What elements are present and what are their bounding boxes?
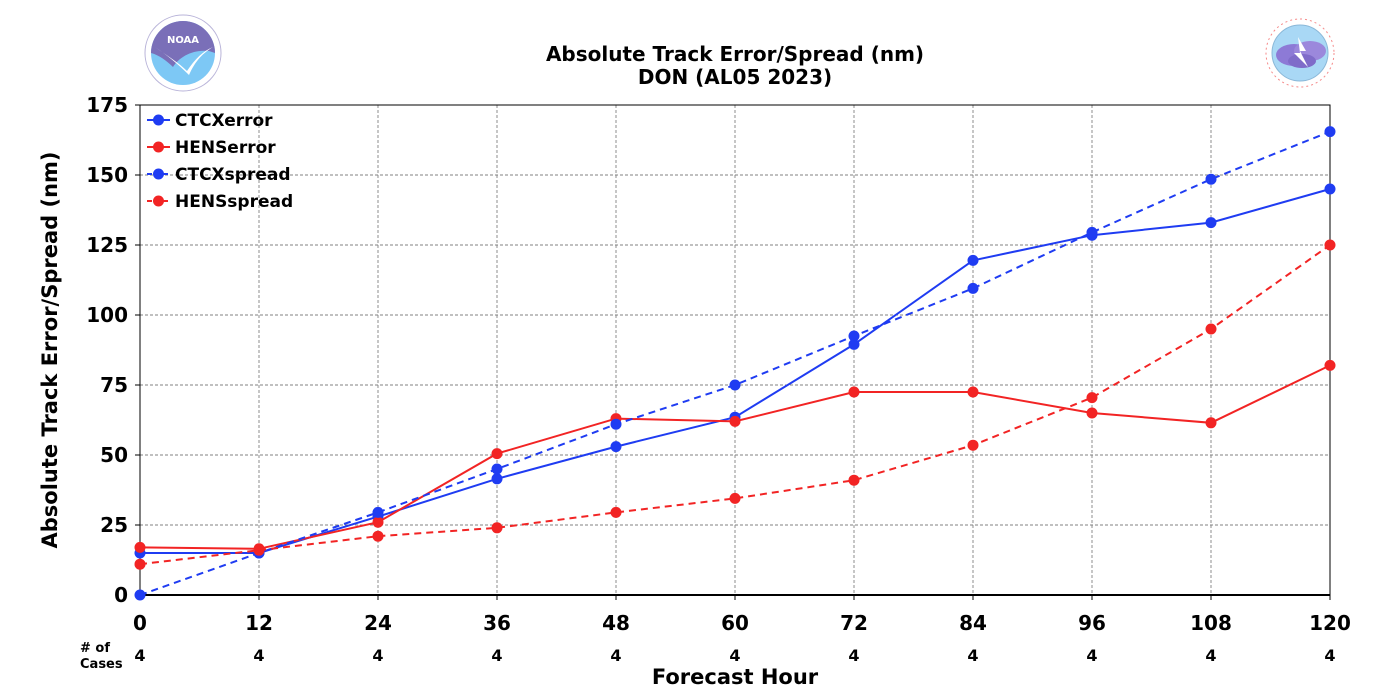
cases-label-line1: # of <box>80 641 110 656</box>
data-point-HENSerror <box>848 386 860 398</box>
y-tick-label: 125 <box>86 233 128 257</box>
data-point-HENSerror <box>372 516 384 528</box>
case-count: 4 <box>253 646 264 665</box>
data-point-HENSerror <box>134 541 146 553</box>
x-tick-label: 48 <box>602 611 630 635</box>
y-tick-label: 100 <box>86 303 128 327</box>
data-point-HENSspread <box>848 474 860 486</box>
data-point-HENSspread <box>1086 392 1098 404</box>
legend-label-HENSspread: HENSspread <box>175 192 293 212</box>
chart-title-line2: DON (AL05 2023) <box>638 65 832 89</box>
data-point-HENSspread <box>1205 323 1217 335</box>
legend-marker-CTCXspread <box>153 168 164 180</box>
data-point-HENSspread <box>372 530 384 542</box>
case-count: 4 <box>491 646 502 665</box>
x-tick-label: 0 <box>133 611 147 635</box>
data-point-HENSspread <box>491 522 503 534</box>
data-point-HENSerror <box>729 415 741 427</box>
legend-marker-CTCXerror <box>153 114 164 126</box>
noaa-logo-text: NOAA <box>167 35 199 46</box>
x-tick-label: 84 <box>959 611 987 635</box>
tick-labels: 0 12 24 36 48 60 72 84 96 108 120 0 25 50 75 100 125 150 1… <box>86 93 1351 635</box>
cases-label-line2: Cases <box>80 657 123 672</box>
series-line-CTCXspread <box>139 130 1331 596</box>
data-point-CTCXerror <box>967 254 979 266</box>
x-tick-label: 108 <box>1190 611 1232 635</box>
data-point-HENSspread <box>253 544 265 556</box>
data-point-CTCXspread <box>848 330 860 342</box>
data-point-HENSerror <box>491 448 503 460</box>
data-point-CTCXspread <box>967 282 979 294</box>
legend-marker-HENSerror <box>153 141 164 153</box>
x-tick-label: 24 <box>364 611 392 635</box>
data-point-CTCXerror <box>848 338 860 350</box>
case-count: 4 <box>1324 646 1335 665</box>
data-point-HENSspread <box>610 506 622 518</box>
x-tick-label: 36 <box>483 611 511 635</box>
data-point-CTCXspread <box>1324 126 1336 138</box>
data-point-CTCXspread <box>491 463 503 475</box>
y-tick-label: 0 <box>114 583 128 607</box>
data-point-CTCXerror <box>491 473 503 485</box>
case-count: 4 <box>372 646 383 665</box>
data-point-CTCXerror <box>1324 183 1336 195</box>
data-point-HENSerror <box>967 386 979 398</box>
chart-title-line1: Absolute Track Error/Spread (nm) <box>546 42 924 66</box>
data-point-HENSspread <box>1324 239 1336 251</box>
data-point-CTCXspread <box>134 589 146 601</box>
legend-label-HENSerror: HENSerror <box>175 138 276 158</box>
data-point-CTCXspread <box>1086 226 1098 238</box>
axes <box>135 104 1331 600</box>
legend: CTCXerror HENSerror CTCXspread HENSspread <box>147 111 293 212</box>
data-point-HENSspread <box>729 492 741 504</box>
x-tick-label: 96 <box>1078 611 1106 635</box>
data-point-HENSerror <box>1086 407 1098 419</box>
nws-logo <box>1264 17 1336 89</box>
case-count: 4 <box>610 646 621 665</box>
x-tick-label: 60 <box>721 611 749 635</box>
noaa-logo: NOAA <box>144 14 222 92</box>
data-point-HENSspread <box>967 439 979 451</box>
y-tick-label: 75 <box>100 373 128 397</box>
y-tick-label: 175 <box>86 93 128 117</box>
legend-marker-HENSspread <box>153 195 164 207</box>
case-count: 4 <box>1086 646 1097 665</box>
y-tick-label: 50 <box>100 443 128 467</box>
x-axis-label: Forecast Hour <box>652 665 819 689</box>
x-tick-label: 12 <box>245 611 273 635</box>
case-count: 4 <box>729 646 740 665</box>
y-tick-label: 25 <box>100 513 128 537</box>
grid <box>140 105 1330 595</box>
data-point-CTCXerror <box>1205 217 1217 229</box>
case-count: 4 <box>134 646 145 665</box>
case-count: 4 <box>848 646 859 665</box>
data-point-CTCXspread <box>1205 173 1217 185</box>
series <box>134 126 1336 601</box>
data-point-HENSerror <box>1324 359 1336 371</box>
x-tick-label: 120 <box>1309 611 1351 635</box>
y-axis-label: Absolute Track Error/Spread (nm) <box>38 151 62 548</box>
y-tick-label: 150 <box>86 163 128 187</box>
data-point-HENSspread <box>134 558 146 570</box>
x-tick-label: 72 <box>840 611 868 635</box>
data-point-CTCXspread <box>729 379 741 391</box>
legend-label-CTCXerror: CTCXerror <box>175 111 273 131</box>
case-count: 4 <box>967 646 978 665</box>
cases-row: 4 4 4 4 4 4 4 4 4 4 4 <box>134 646 1335 665</box>
case-count: 4 <box>1205 646 1216 665</box>
data-point-HENSerror <box>1205 417 1217 429</box>
data-point-CTCXspread <box>372 506 384 518</box>
data-point-CTCXspread <box>610 418 622 430</box>
data-point-CTCXerror <box>610 441 622 453</box>
legend-label-CTCXspread: CTCXspread <box>175 165 291 185</box>
